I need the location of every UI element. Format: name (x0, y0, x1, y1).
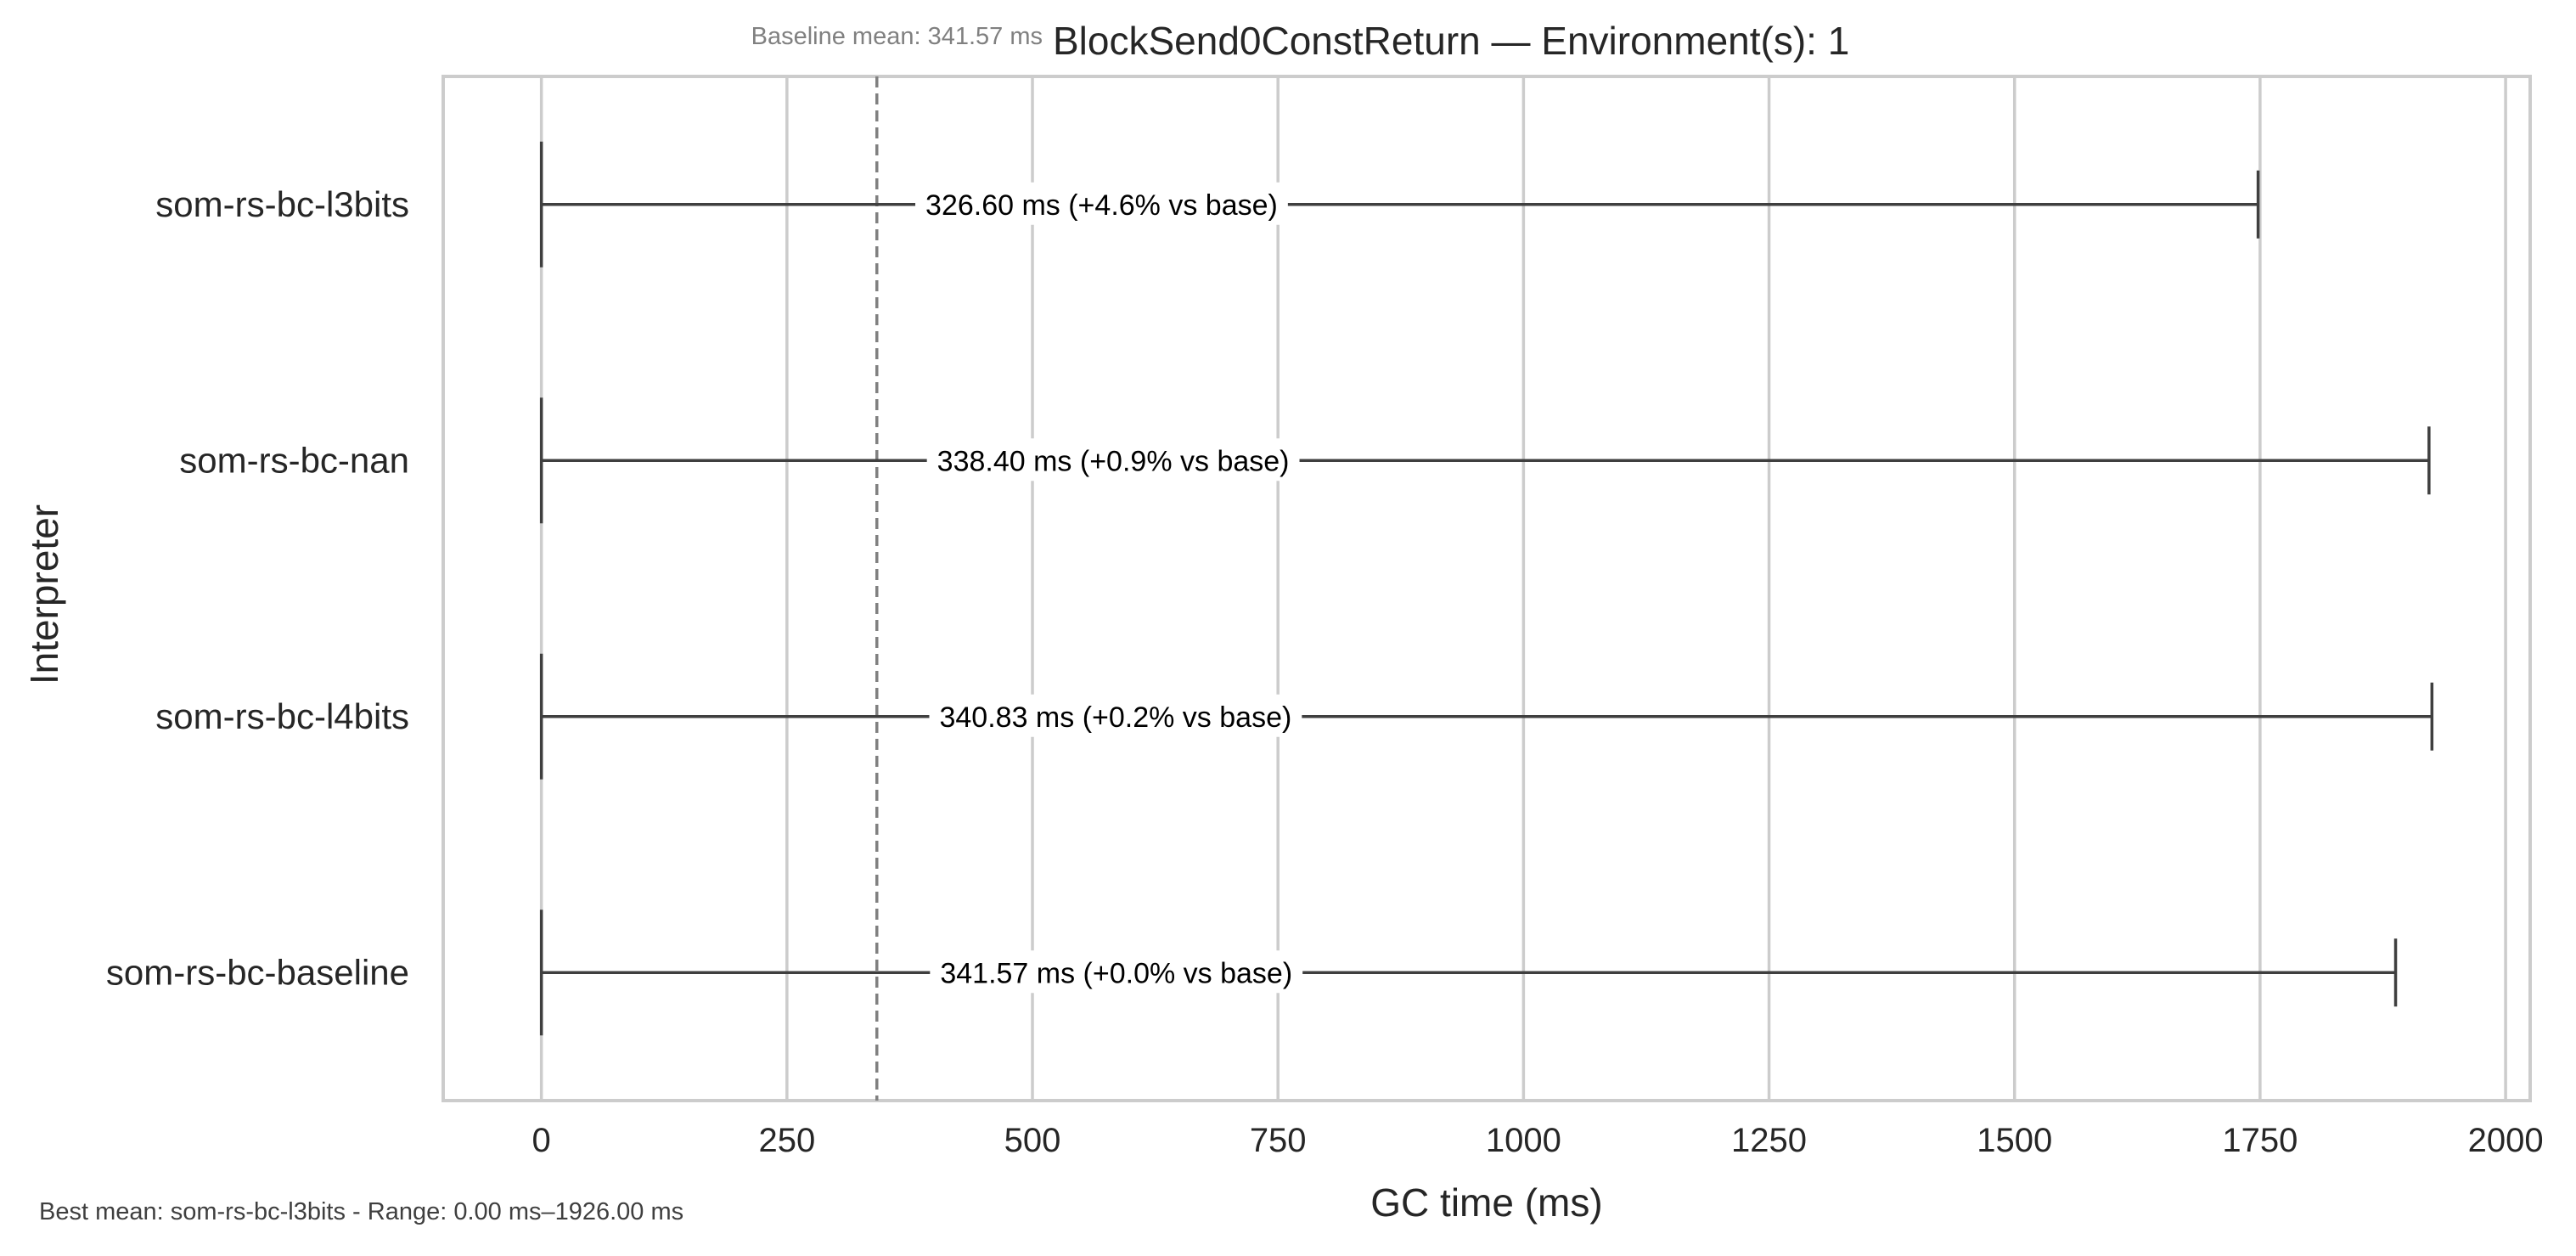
series-marks: 326.60 ms (+4.6% vs base) 338.40 ms (+0.9… (539, 141, 2434, 1036)
x-tick-label-750: 750 (1250, 1122, 1307, 1159)
mean-label-bg-som-rs-bc-baseline (930, 950, 1303, 994)
mean-label-bg-som-rs-bc-nan (926, 438, 1300, 482)
mean-label-som-rs-bc-l3bits: 326.60 ms (+4.6% vs base) (925, 189, 1278, 222)
x-axis-label: GC time (ms) (1370, 1180, 1602, 1225)
x-tick-label-0: 0 (532, 1122, 551, 1159)
x-tick-label-1250: 1250 (1731, 1122, 1807, 1159)
series-som-rs-bc-l4bits: 340.83 ms (+0.2% vs base) (539, 653, 2434, 780)
x-tick-label-250: 250 (758, 1122, 815, 1159)
x-tick-label-1000: 1000 (1486, 1122, 1561, 1159)
series-som-rs-bc-l3bits: 326.60 ms (+4.6% vs base) (539, 141, 2260, 268)
series-som-rs-bc-baseline: 341.57 ms (+0.0% vs base) (539, 910, 2398, 1036)
mean-label-som-rs-bc-l4bits: 340.83 ms (+0.2% vs base) (939, 701, 1291, 734)
mean-label-som-rs-bc-baseline: 341.57 ms (+0.0% vs base) (940, 957, 1292, 989)
x-tick-label-2000: 2000 (2468, 1122, 2544, 1159)
x-tick-labels: 0 250 500 750 1000 1250 1500 1750 2000 (532, 1122, 2544, 1159)
y-axis-label: Interpreter (22, 504, 66, 684)
mean-label-som-rs-bc-nan: 338.40 ms (+0.9% vs base) (937, 445, 1290, 477)
series-som-rs-bc-nan: 338.40 ms (+0.9% vs base) (539, 397, 2431, 524)
mean-label-bg-som-rs-bc-l3bits (915, 182, 1288, 225)
footer-note: Best mean: som-rs-bc-l3bits - Range: 0.0… (39, 1198, 683, 1225)
chart-title: BlockSend0ConstReturn — Environment(s): … (1053, 19, 1849, 63)
x-tick-label-500: 500 (1004, 1122, 1061, 1159)
x-tick-label-1500: 1500 (1977, 1122, 2052, 1159)
baseline-mean-subtitle: Baseline mean: 341.57 ms (751, 23, 1043, 50)
y-tick-label-som-rs-bc-baseline: som-rs-bc-baseline (106, 952, 409, 992)
mean-label-bg-som-rs-bc-l4bits (929, 694, 1302, 737)
y-tick-label-som-rs-bc-nan: som-rs-bc-nan (179, 440, 409, 480)
y-tick-label-som-rs-bc-l3bits: som-rs-bc-l3bits (155, 184, 409, 224)
x-tick-label-1750: 1750 (2222, 1122, 2298, 1159)
plot-frame (442, 75, 2532, 1102)
y-tick-labels: som-rs-bc-l3bits som-rs-bc-nan som-rs-bc-l… (106, 184, 409, 993)
y-tick-label-som-rs-bc-l4bits: som-rs-bc-l4bits (155, 696, 409, 736)
